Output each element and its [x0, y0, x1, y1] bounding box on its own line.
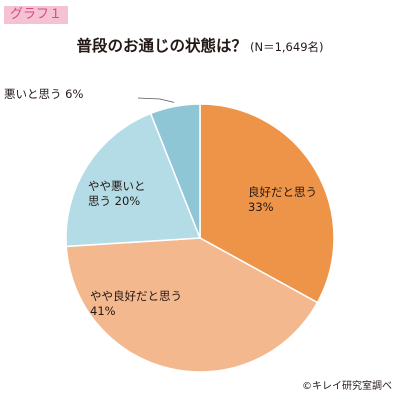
pie-slice-label-3: やや悪いと思う 20%	[88, 179, 146, 208]
pie-slice-4	[149, 103, 201, 239]
pie-slice-label-2: やや良好だと思う 41%	[90, 289, 182, 318]
graph-number-tag: グラフ１	[4, 6, 69, 24]
source-credit: ©キレイ研究室調べ	[302, 381, 392, 392]
chart-title-row: 普段のお通じの状態は？ (N＝1,649名)	[0, 34, 400, 56]
pie-slice-1	[199, 103, 335, 304]
callout-leader-line	[137, 97, 175, 103]
sample-size-label: (N＝1,649名)	[250, 40, 324, 54]
chart-title: 普段のお通じの状態は？	[76, 37, 247, 55]
pie-slice-label-1: 良好だと思う 33%	[248, 185, 317, 214]
pie-slice-label-4: 悪いと思う 6%	[4, 87, 83, 101]
pie-slice-3	[65, 112, 202, 248]
pie-slice-2	[65, 237, 319, 373]
